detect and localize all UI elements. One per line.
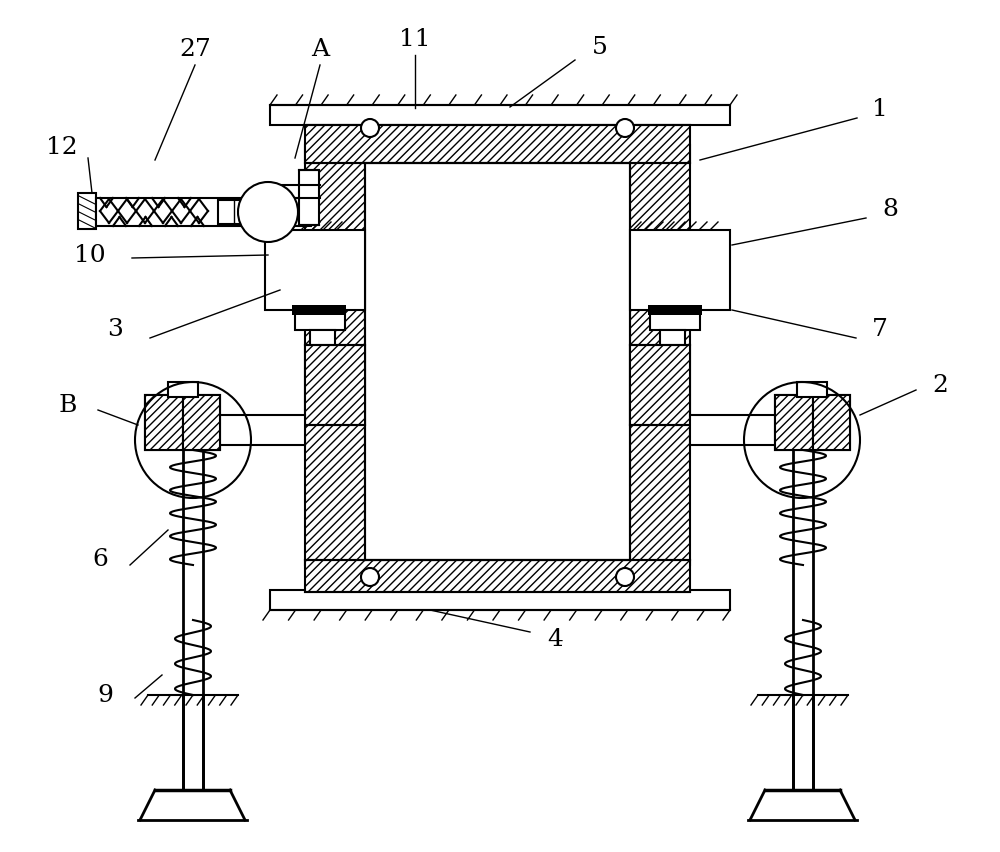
Bar [305, 125, 690, 163]
Text: 11: 11 [399, 28, 431, 51]
Circle shape [361, 119, 379, 137]
Text: 12: 12 [46, 136, 78, 159]
Bar [145, 395, 220, 450]
Bar [305, 345, 365, 425]
Bar [210, 415, 305, 445]
Bar [270, 590, 730, 610]
Text: 7: 7 [872, 319, 888, 342]
Bar [650, 310, 700, 330]
Bar [299, 170, 319, 225]
Bar [813, 395, 850, 450]
Bar [145, 395, 183, 450]
Bar [775, 395, 850, 450]
Text: 27: 27 [179, 38, 211, 61]
Bar [630, 345, 690, 425]
Bar [305, 145, 365, 565]
Text: 8: 8 [882, 199, 898, 222]
Bar [305, 560, 690, 592]
Bar [310, 330, 335, 348]
Text: 3: 3 [107, 319, 123, 342]
Circle shape [238, 182, 298, 242]
Bar [775, 395, 813, 450]
Bar [648, 305, 702, 315]
Bar [168, 382, 198, 397]
Bar [630, 145, 690, 565]
Circle shape [361, 568, 379, 586]
Text: 1: 1 [872, 99, 888, 122]
Bar [270, 105, 730, 125]
Bar [265, 230, 365, 310]
Text: 5: 5 [592, 37, 608, 60]
Text: 10: 10 [74, 244, 106, 267]
Text: B: B [59, 394, 77, 417]
Circle shape [616, 568, 634, 586]
Text: 4: 4 [547, 629, 563, 652]
Text: A: A [311, 38, 329, 61]
Bar [295, 310, 345, 330]
Bar [797, 382, 827, 397]
Bar [78, 193, 96, 229]
Circle shape [616, 119, 634, 137]
Bar [660, 330, 685, 348]
Text: 6: 6 [92, 549, 108, 572]
Text: 9: 9 [97, 683, 113, 706]
Bar [183, 395, 220, 450]
Bar [292, 305, 346, 315]
Bar [630, 230, 730, 310]
Text: 2: 2 [932, 373, 948, 396]
Bar [690, 415, 785, 445]
Bar [218, 200, 246, 224]
Bar [96, 198, 311, 226]
